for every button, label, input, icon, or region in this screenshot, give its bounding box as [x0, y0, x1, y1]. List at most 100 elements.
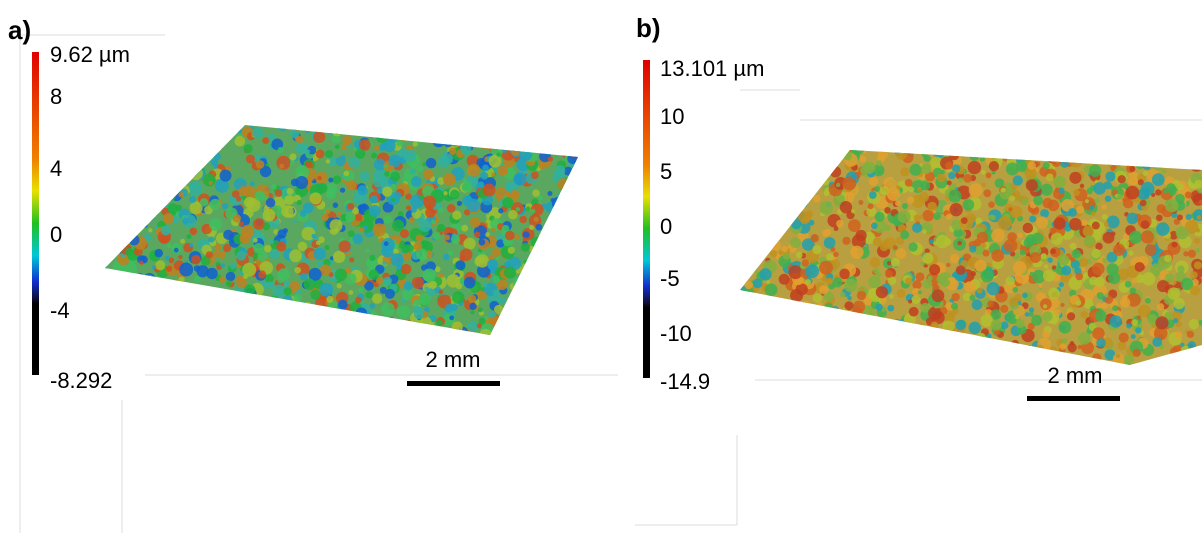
texture-speck	[909, 348, 914, 353]
texture-speck	[740, 294, 748, 302]
texture-speck	[544, 139, 555, 150]
texture-speck	[937, 173, 946, 182]
texture-speck	[1078, 332, 1091, 345]
texture-speck	[492, 329, 499, 336]
texture-speck	[556, 309, 560, 313]
texture-speck	[776, 302, 790, 316]
texture-speck	[980, 157, 985, 162]
texture-speck	[756, 317, 765, 326]
texture-speck	[819, 285, 828, 294]
texture-speck	[1106, 263, 1118, 275]
texture-speck	[179, 263, 193, 277]
texture-speck	[761, 338, 771, 348]
texture-speck	[417, 165, 424, 172]
texture-speck	[755, 344, 767, 356]
texture-speck	[474, 232, 480, 238]
texture-speck	[968, 161, 981, 174]
texture-speck	[1092, 327, 1104, 339]
texture-speck	[824, 237, 836, 249]
texture-speck	[1164, 255, 1172, 263]
texture-speck	[487, 259, 498, 270]
texture-speck	[770, 215, 774, 219]
texture-speck	[101, 233, 110, 242]
texture-speck	[98, 233, 102, 237]
texture-speck	[289, 153, 296, 160]
texture-speck	[443, 173, 456, 186]
texture-speck	[531, 171, 539, 179]
texture-speck	[180, 239, 185, 244]
texture-speck	[365, 291, 372, 298]
texture-speck	[564, 138, 568, 142]
texture-speck	[559, 199, 569, 209]
texture-speck	[1164, 150, 1170, 156]
texture-speck	[200, 198, 208, 206]
texture-speck	[573, 163, 583, 173]
texture-speck	[775, 209, 781, 215]
texture-speck	[809, 166, 821, 178]
texture-speck	[1131, 319, 1138, 326]
texture-speck	[574, 285, 585, 296]
texture-speck	[918, 290, 922, 294]
texture-speck	[146, 199, 152, 205]
texture-speck	[146, 275, 154, 283]
texture-speck	[1190, 285, 1200, 295]
texture-speck	[1129, 166, 1135, 172]
texture-speck	[361, 325, 369, 333]
texture-speck	[178, 192, 183, 197]
texture-speck	[1060, 343, 1067, 350]
texture-speck	[146, 169, 156, 179]
texture-speck	[797, 191, 805, 199]
texture-speck	[981, 243, 986, 248]
texture-speck	[733, 219, 742, 228]
texture-speck	[916, 144, 923, 151]
texture-speck	[549, 290, 560, 301]
texture-speck	[264, 296, 271, 303]
texture-speck	[952, 164, 960, 172]
texture-speck	[402, 328, 408, 334]
texture-speck	[766, 227, 775, 236]
texture-speck	[409, 217, 415, 223]
texture-speck	[360, 171, 370, 181]
texture-speck	[738, 180, 748, 190]
texture-speck	[791, 219, 801, 229]
texture-speck	[749, 221, 762, 234]
texture-speck	[1018, 356, 1025, 363]
texture-speck	[987, 300, 994, 307]
texture-speck	[1171, 242, 1177, 248]
texture-speck	[794, 304, 800, 310]
texture-speck	[124, 127, 129, 132]
texture-speck	[498, 208, 503, 213]
texture-speck	[371, 333, 376, 338]
texture-speck	[789, 147, 802, 160]
texture-speck	[794, 339, 806, 351]
texture-speck	[548, 269, 553, 274]
texture-speck	[796, 252, 803, 259]
texture-speck	[452, 211, 461, 220]
texture-speck	[385, 289, 395, 299]
texture-speck	[444, 133, 450, 139]
texture-speck	[541, 261, 553, 273]
texture-speck	[854, 323, 863, 332]
texture-speck	[556, 130, 561, 135]
texture-speck	[816, 158, 827, 169]
texture-speck	[781, 177, 790, 186]
texture-speck	[426, 158, 437, 169]
texture-speck	[275, 189, 283, 197]
texture-speck	[1177, 214, 1183, 220]
texture-speck	[1017, 362, 1031, 376]
texture-speck	[1028, 161, 1037, 170]
colorbar-label: 8	[50, 84, 62, 109]
texture-speck	[342, 135, 352, 145]
texture-speck	[742, 330, 754, 342]
texture-speck	[785, 158, 798, 171]
texture-speck	[1131, 149, 1137, 155]
texture-speck	[504, 314, 509, 319]
texture-speck	[738, 273, 743, 278]
texture-speck	[756, 342, 766, 352]
texture-speck	[900, 167, 909, 176]
texture-speck	[559, 325, 566, 332]
texture-speck	[538, 266, 548, 276]
texture-speck	[161, 225, 171, 235]
texture-speck	[885, 331, 890, 336]
texture-speck	[246, 324, 253, 331]
